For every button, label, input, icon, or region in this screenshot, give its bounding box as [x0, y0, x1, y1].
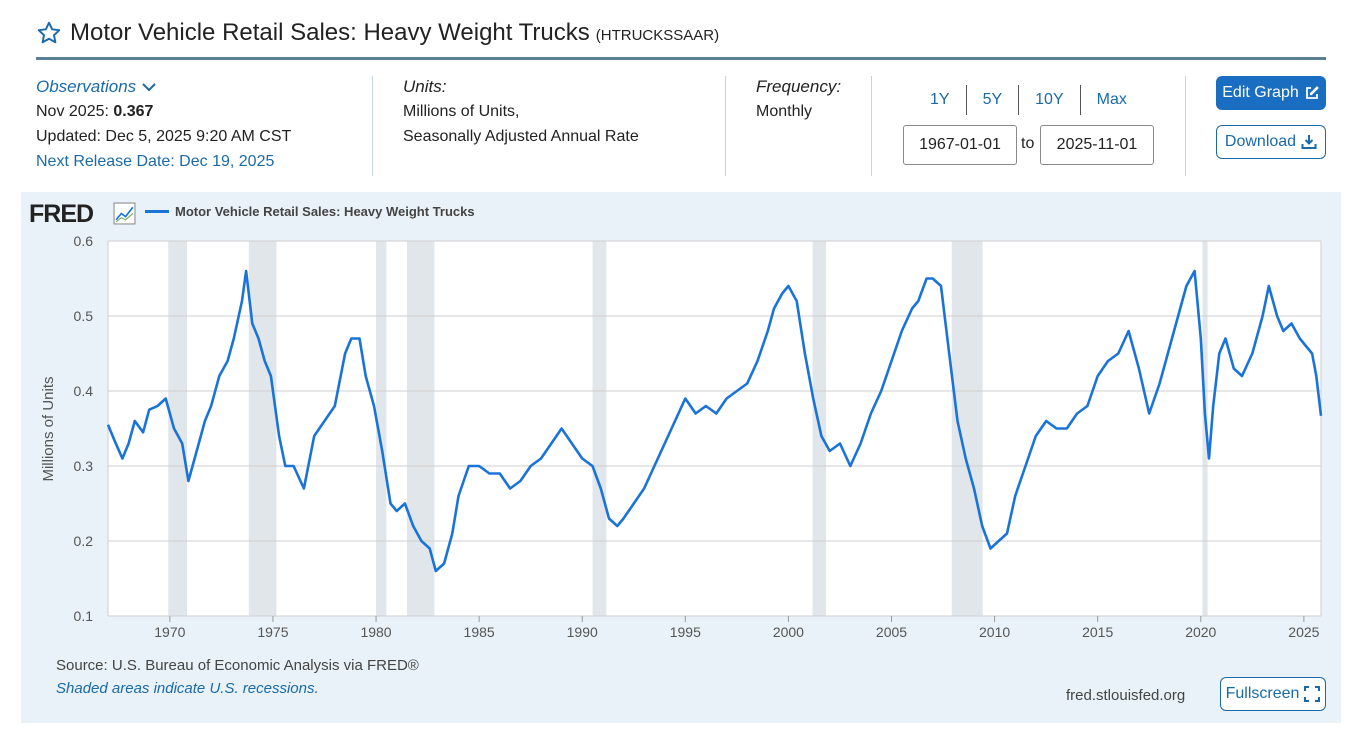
- observation-period: Nov 2025:: [36, 103, 109, 120]
- units-line-1: Millions of Units,: [403, 103, 520, 120]
- units-block: Units: Millions of Units, Seasonally Adj…: [403, 74, 639, 149]
- y-axis-label: Millions of Units: [40, 376, 57, 481]
- legend-swatch: [145, 210, 169, 213]
- y-tick-label: 0.5: [74, 308, 94, 324]
- edit-graph-button[interactable]: Edit Graph: [1216, 76, 1326, 110]
- legend-label: Motor Vehicle Retail Sales: Heavy Weight…: [175, 204, 475, 219]
- fullscreen-icon: [1304, 686, 1321, 702]
- x-tick-label: 2015: [1082, 624, 1113, 640]
- plot-area: [108, 241, 1321, 616]
- x-tick-label: 2010: [979, 624, 1010, 640]
- source-text: Source: U.S. Bureau of Economic Analysis…: [56, 657, 419, 674]
- download-button[interactable]: Download: [1216, 125, 1326, 159]
- to-label: to: [1021, 135, 1035, 152]
- recession-note: Shaded areas indicate U.S. recessions.: [56, 680, 319, 697]
- frequency-value: Monthly: [756, 103, 813, 120]
- series-code: (HTRUCKSSAAR): [595, 26, 720, 44]
- download-label: Download: [1224, 133, 1297, 150]
- fullscreen-button[interactable]: Fullscreen: [1220, 677, 1326, 711]
- line-graph-icon: [113, 202, 136, 225]
- x-tick-label: 1980: [360, 624, 391, 640]
- y-tick-label: 0.2: [74, 533, 94, 549]
- range-5y-button[interactable]: 5Y: [982, 91, 1003, 108]
- download-icon: [1301, 135, 1317, 149]
- range-10y-button[interactable]: 10Y: [1035, 91, 1064, 108]
- range-separator: [1079, 85, 1081, 115]
- recession-band: [406, 241, 435, 616]
- next-release-link[interactable]: Next Release Date: Dec 19, 2025: [36, 153, 275, 170]
- meta-divider: [372, 76, 373, 176]
- x-tick-label: 1970: [154, 624, 185, 640]
- recession-bands: [108, 241, 1321, 616]
- recession-band: [951, 241, 983, 616]
- frequency-block: Frequency: Monthly: [756, 74, 841, 124]
- x-tick-label: 1975: [257, 624, 288, 640]
- y-tick-label: 0.1: [74, 608, 94, 624]
- x-tick-label: 2025: [1288, 624, 1319, 640]
- recession-band: [248, 241, 277, 616]
- start-date-input[interactable]: [903, 125, 1017, 165]
- fred-logo[interactable]: FRED: [29, 200, 94, 228]
- star-icon[interactable]: [36, 20, 62, 46]
- x-tick-labels: 1970 1975 1980 1985 1990 1995 2000 2005 2010 2015…: [154, 624, 1319, 640]
- range-1y-button[interactable]: 1Y: [930, 91, 950, 108]
- line-chart[interactable]: 0.10.20.30.40.50.6 1970 1975 1980 1985 1990 1…: [21, 192, 1341, 652]
- grid-lines: [107, 240, 1322, 622]
- meta-divider: [725, 76, 726, 176]
- site-url[interactable]: fred.stlouisfed.org: [1066, 687, 1186, 704]
- edit-graph-label: Edit Graph: [1222, 84, 1299, 101]
- page-title: Motor Vehicle Retail Sales: Heavy Weight…: [70, 19, 590, 46]
- y-tick-label: 0.6: [74, 233, 94, 249]
- fullscreen-label: Fullscreen: [1225, 685, 1300, 702]
- latest-observation: Nov 2025: 0.367: [36, 99, 291, 124]
- frequency-label: Frequency:: [756, 77, 842, 96]
- page-title-row: Motor Vehicle Retail Sales: Heavy Weight…: [36, 16, 719, 50]
- range-separator: [1018, 85, 1020, 115]
- chart-legend: Motor Vehicle Retail Sales: Heavy Weight…: [145, 204, 475, 219]
- x-tick-label: 2005: [876, 624, 907, 640]
- observations-label[interactable]: Observations: [36, 77, 137, 96]
- x-tick-label: 1995: [670, 624, 701, 640]
- x-tick-label: 2000: [773, 624, 804, 640]
- series-line: [106, 269, 1323, 573]
- y-tick-label: 0.3: [74, 458, 94, 474]
- units-line-2: Seasonally Adjusted Annual Rate: [403, 128, 639, 145]
- edit-icon: [1305, 86, 1319, 99]
- recession-band: [168, 241, 187, 616]
- observation-value: 0.367: [113, 103, 154, 120]
- observations-dropdown[interactable]: Observations: [36, 74, 291, 99]
- end-date-input[interactable]: [1040, 125, 1154, 165]
- range-max-button[interactable]: Max: [1096, 91, 1127, 108]
- y-tick-labels: 0.1 0.2 0.3 0.4 0.5 0.6: [74, 233, 94, 624]
- meta-divider: [871, 76, 872, 176]
- recession-band: [376, 241, 387, 616]
- units-label: Units:: [403, 77, 447, 96]
- chevron-down-icon[interactable]: [141, 79, 157, 95]
- y-tick-label: 0.4: [74, 383, 94, 399]
- observations-block: Observations Nov 2025: 0.367 Updated: De…: [36, 74, 291, 174]
- x-tick-label: 1990: [567, 624, 598, 640]
- title-divider: [36, 57, 1326, 60]
- updated-text: Updated: Dec 5, 2025 9:20 AM CST: [36, 128, 292, 145]
- date-range-buttons: 1Y 5Y 10Y Max: [914, 84, 1143, 116]
- x-tick-label: 1985: [464, 624, 495, 640]
- x-tick-label: 2020: [1185, 624, 1216, 640]
- range-separator: [965, 85, 967, 115]
- recession-band: [592, 241, 607, 616]
- chart-panel: FRED Motor Vehicle Retail Sales: Heavy W…: [21, 192, 1341, 723]
- meta-divider: [1185, 76, 1186, 176]
